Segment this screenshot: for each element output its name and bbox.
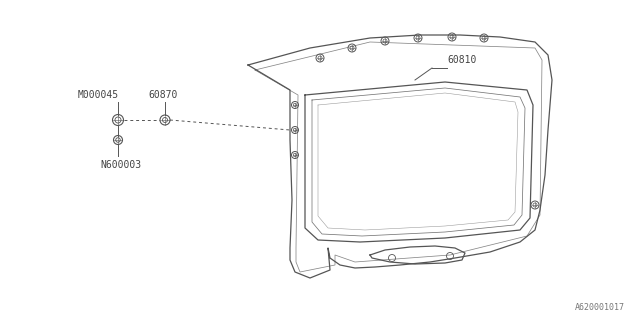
Text: 60870: 60870 [148,90,177,100]
Text: 60810: 60810 [447,55,476,65]
Text: A620001017: A620001017 [575,303,625,312]
Text: M000045: M000045 [78,90,119,100]
Text: N600003: N600003 [100,160,141,170]
